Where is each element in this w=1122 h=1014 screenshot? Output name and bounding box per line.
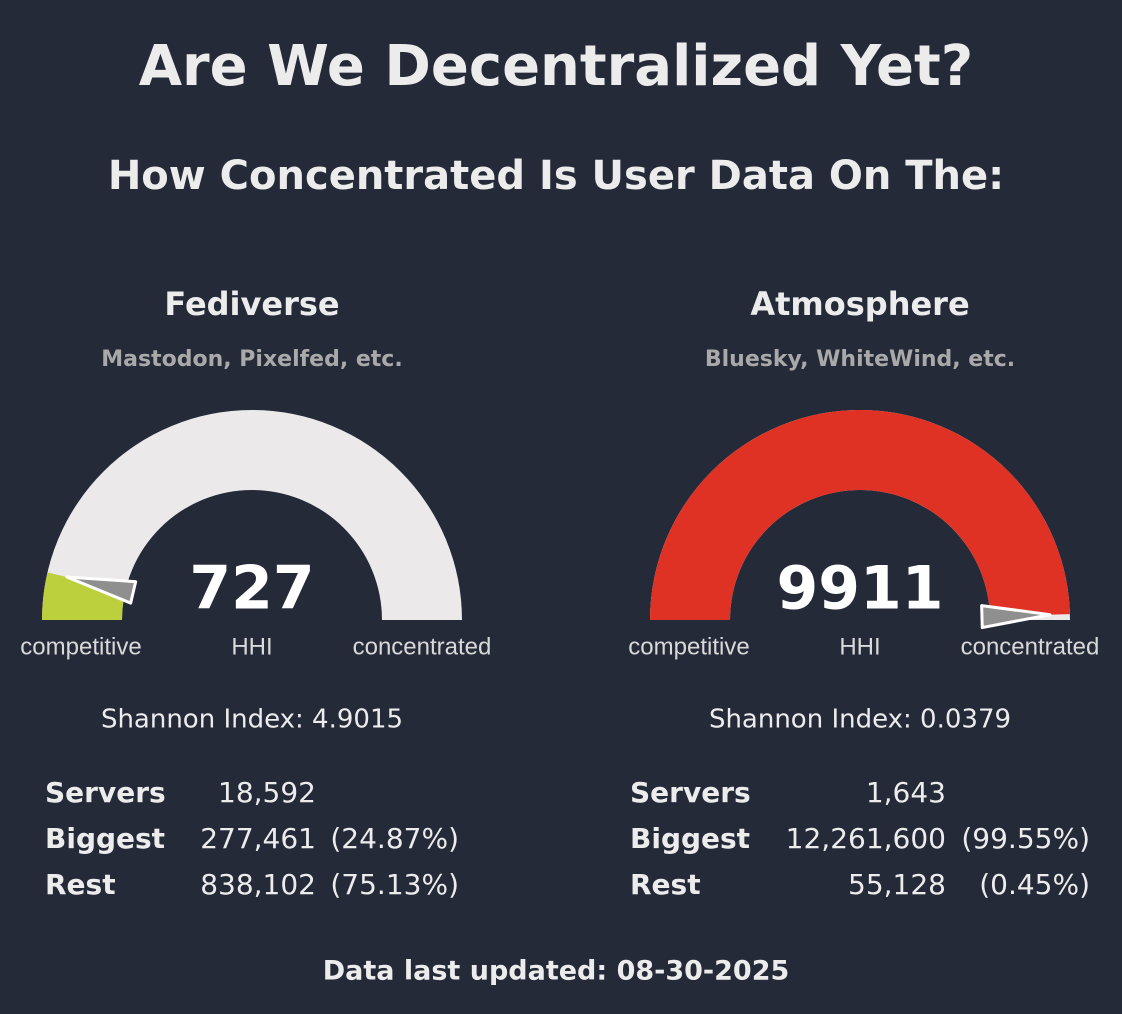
stat-share: (99.55%)	[961, 822, 1090, 855]
gauge-fill	[42, 572, 126, 620]
stat-share: (24.87%)	[330, 822, 459, 855]
panel-name: Fediverse	[164, 285, 339, 323]
gauge-track	[42, 410, 462, 620]
stat-label: Servers	[45, 776, 166, 809]
stat-share: (0.45%)	[979, 868, 1090, 901]
footer: Data last updated: 08-30-2025	[323, 956, 790, 987]
shannon-index: Shannon Index: 0.0379	[709, 705, 1011, 735]
gauge-high-label: concentrated	[353, 633, 492, 660]
stat-label: Rest	[45, 868, 116, 901]
gauge-fill	[650, 409, 1070, 620]
stat-share: (75.13%)	[330, 868, 459, 901]
stat-value: 277,461	[200, 822, 316, 855]
gauge-metric: HHI	[839, 633, 880, 660]
panel-examples: Bluesky, WhiteWind, etc.	[705, 347, 1015, 372]
stat-value: 1,643	[866, 776, 946, 809]
gauge-metric: HHI	[231, 633, 272, 660]
panel-examples: Mastodon, Pixelfed, etc.	[101, 347, 402, 372]
stat-label: Servers	[630, 776, 751, 809]
gauge-low-label: competitive	[628, 633, 749, 660]
stat-label: Biggest	[630, 822, 750, 855]
shannon-index: Shannon Index: 4.9015	[101, 705, 403, 735]
stat-label: Rest	[630, 868, 701, 901]
gauge-value: 9911	[777, 554, 944, 624]
subtitle: How Concentrated Is User Data On The:	[108, 153, 1004, 199]
stat-value: 18,592	[218, 776, 316, 809]
panel-name: Atmosphere	[750, 285, 969, 323]
stat-value: 838,102	[200, 868, 316, 901]
gauge-value: 727	[189, 554, 314, 624]
gauge-needle	[65, 575, 138, 605]
gauge-needle	[980, 604, 1052, 630]
gauge-high-label: concentrated	[961, 633, 1100, 660]
stat-label: Biggest	[45, 822, 165, 855]
title: Are We Decentralized Yet?	[139, 34, 974, 99]
gauge-low-label: competitive	[20, 633, 141, 660]
stat-value: 12,261,600	[786, 822, 946, 855]
stat-value: 55,128	[848, 868, 946, 901]
